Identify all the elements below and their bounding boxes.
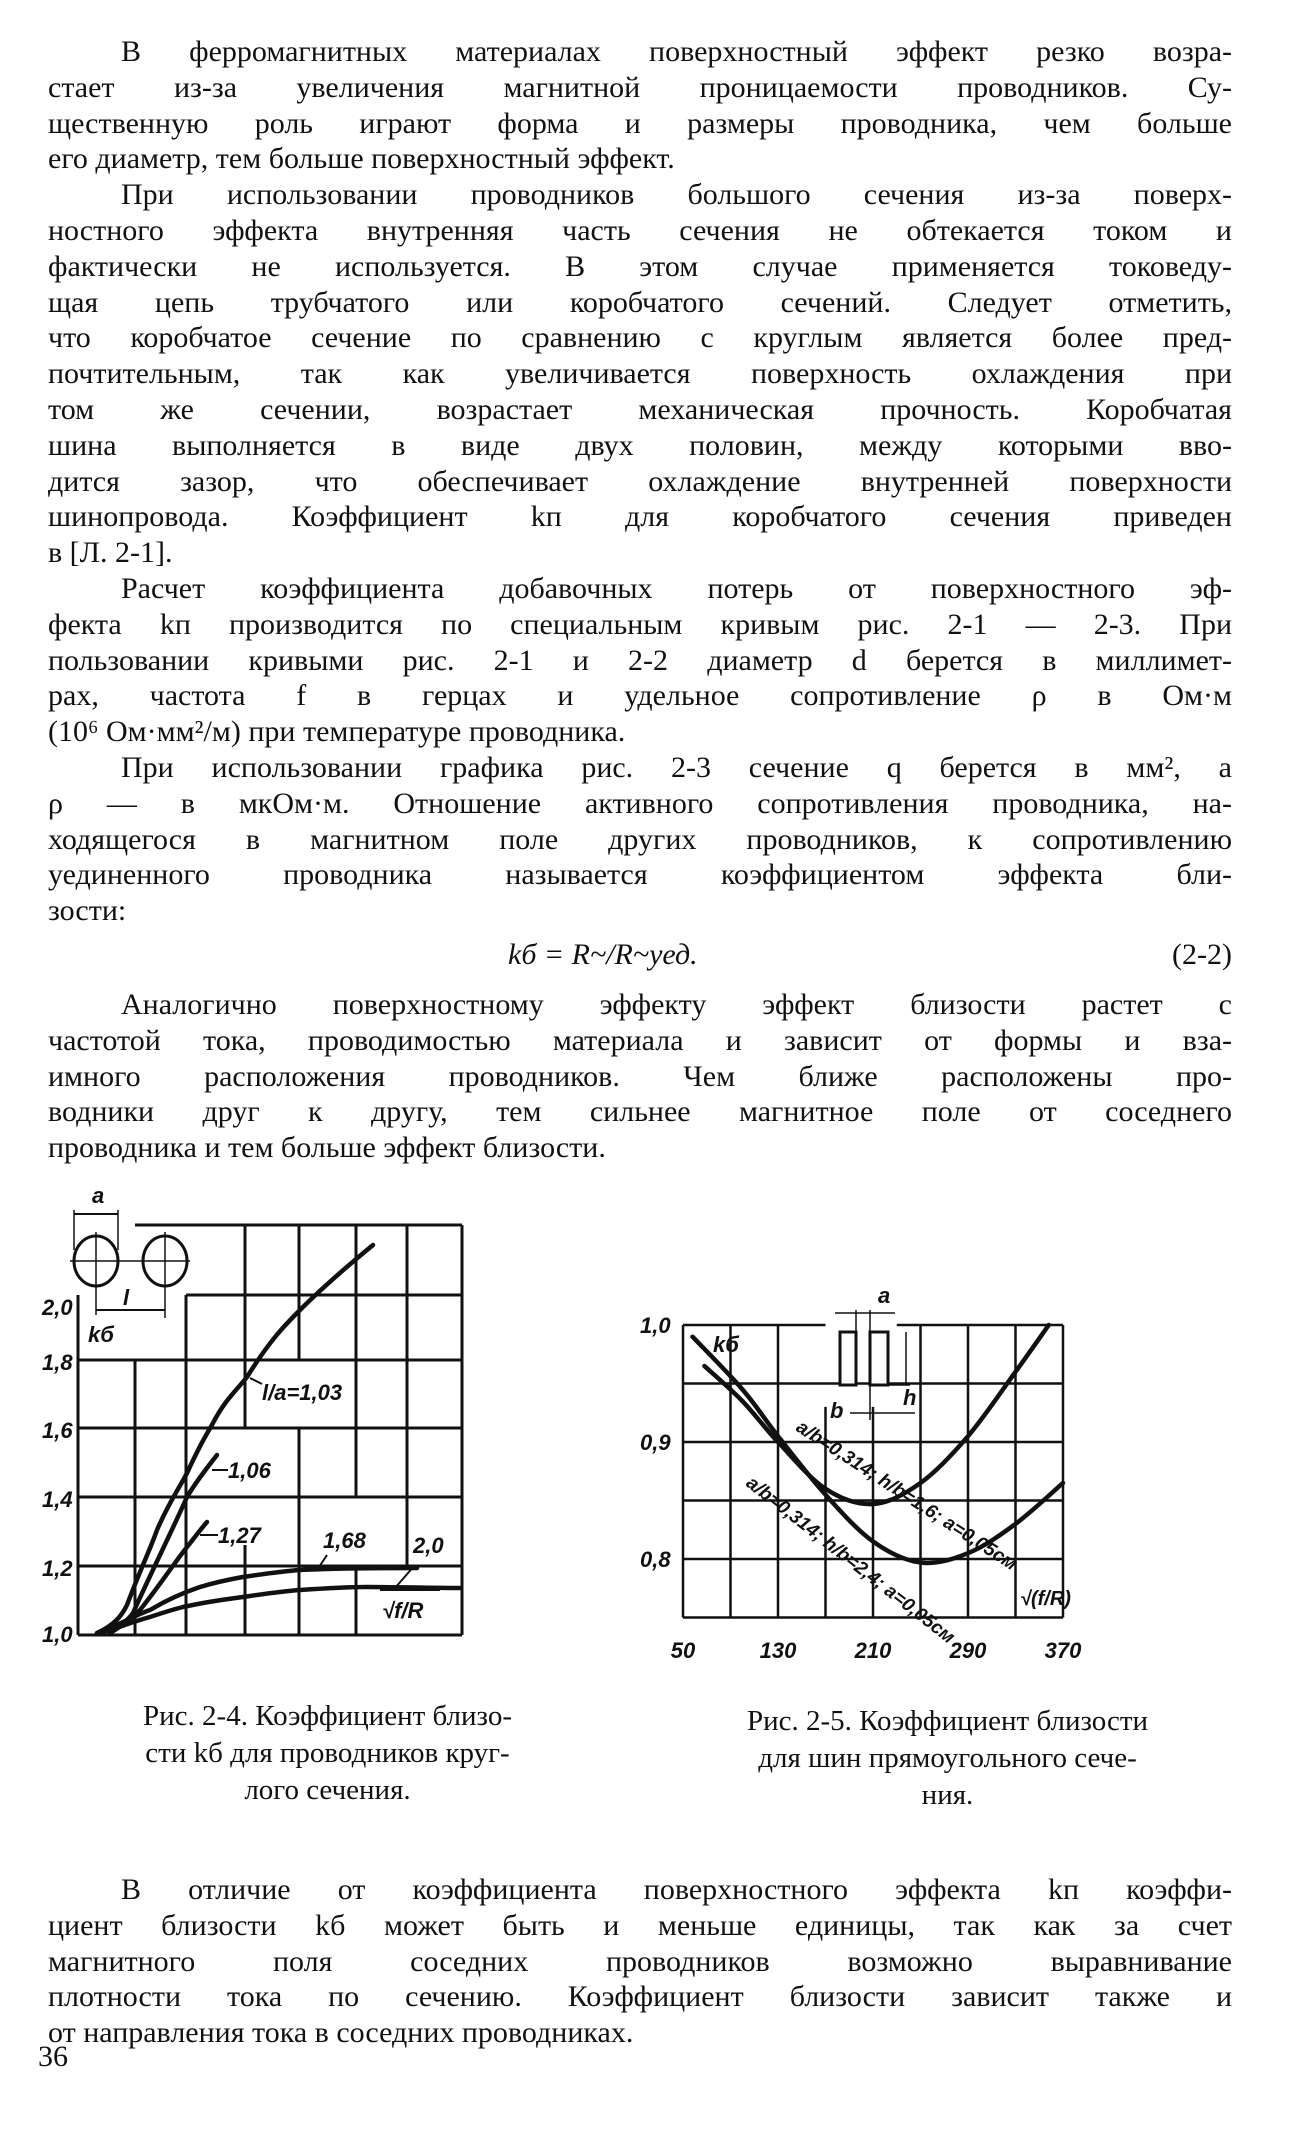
text-line: частотой тока, проводимостью материала и… bbox=[48, 1023, 1232, 1057]
fig25-dim-b: b bbox=[830, 1398, 843, 1423]
caption-line: Рис. 2-5. Коэффициент близости bbox=[746, 1705, 1149, 1737]
fig24-y-tick: 1,0 bbox=[42, 1622, 73, 1647]
fig24-y-tick: 1,4 bbox=[42, 1487, 73, 1512]
fig25-y-tick: 0,8 bbox=[640, 1547, 671, 1572]
fig24-curve-label: 1,06 bbox=[228, 1458, 272, 1483]
text-line: фактически не используется. В этом случа… bbox=[48, 249, 1232, 283]
fig25-dim-h: h bbox=[903, 1385, 916, 1410]
fig24-y-tick: 1,8 bbox=[42, 1350, 73, 1375]
caption-line: для шин прямоугольного сече- bbox=[758, 1742, 1137, 1774]
text-line: ностного эффекта внутренняя часть сечени… bbox=[48, 213, 1232, 247]
fig25-x-tick: 50 bbox=[671, 1638, 696, 1663]
page-number: 36 bbox=[38, 2040, 68, 2073]
text-line: его диаметр, тем больше поверхностный эф… bbox=[48, 142, 675, 176]
text-line: проводника и тем больше эффект близости. bbox=[48, 1131, 606, 1165]
curve-1-68 bbox=[94, 1565, 420, 1636]
fig24-conductors bbox=[70, 1210, 190, 1318]
formula-number: (2-2) bbox=[1172, 938, 1232, 971]
text-line: зости: bbox=[48, 894, 127, 928]
text-line: фекта kп производится по специальным кри… bbox=[48, 607, 1232, 641]
curve-1-03 bbox=[94, 1242, 376, 1636]
fig24-dim-a: a bbox=[92, 1183, 104, 1208]
fig25-series-2-line bbox=[690, 1334, 1066, 1566]
fig25-series-1-line bbox=[702, 1322, 1051, 1507]
figure-2-5 bbox=[681, 1310, 1066, 1619]
text-line: В ферромагнитных материалах поверхностны… bbox=[121, 35, 1232, 68]
fig25-x-tick: 290 bbox=[949, 1638, 987, 1663]
caption-line: Рис. 2-4. Коэффициент близо- bbox=[143, 1700, 512, 1732]
fig25-y-tick: 1,0 bbox=[640, 1313, 671, 1338]
caption-line: ния. bbox=[921, 1779, 974, 1811]
fig25-grid bbox=[681, 1323, 1065, 1619]
bus-left bbox=[838, 1330, 858, 1387]
fig24-y-tick: 2,0 bbox=[41, 1295, 73, 1320]
text-line: водники друг к другу, тем сильнее магнит… bbox=[48, 1095, 1232, 1129]
fig25-dim-a: a bbox=[878, 1283, 890, 1308]
caption-line: сти kб для проводников круг- bbox=[145, 1737, 510, 1769]
text-line: шина выполняется в виде двух половин, ме… bbox=[48, 428, 1232, 462]
text-block-bottom: В отличие от коэффициента поверхностного… bbox=[48, 1872, 1232, 2051]
text-line: В отличие от коэффициента поверхностного… bbox=[121, 1873, 1232, 1906]
fig25-x-tick: 210 bbox=[854, 1638, 892, 1663]
fig25-y-tick: 0,9 bbox=[640, 1430, 671, 1455]
fig24-labels: a l kб 2,0 1,8 1,6 1,4 1,2 1,0 l/a=1,03 … bbox=[41, 1183, 444, 1647]
text-line: от направления тока в соседних проводник… bbox=[48, 2016, 634, 2050]
fig24-curve-label: l/a=1,03 bbox=[262, 1380, 342, 1405]
fig24-y-tick: 1,2 bbox=[42, 1556, 73, 1581]
fig24-curve-label: 2,0 bbox=[412, 1533, 444, 1558]
text-line: магнитного поля соседних проводников воз… bbox=[48, 1944, 1232, 1978]
fig25-x-tick: 370 bbox=[1045, 1638, 1082, 1663]
curve-2-0 bbox=[97, 1584, 463, 1636]
formula-expression: kб = R~/R~уед. bbox=[508, 938, 698, 971]
fig24-curves bbox=[94, 1242, 463, 1636]
fig24-curve-label: 1,27 bbox=[218, 1523, 263, 1548]
text-line: плотности тока по сечению. Коэффициент б… bbox=[48, 1980, 1232, 2014]
fig24-dim-l: l bbox=[123, 1285, 130, 1310]
text-line: ходящегося в магнитном поле других прово… bbox=[48, 822, 1232, 856]
text-line: Расчет коэффициента добавочных потерь от… bbox=[121, 571, 1232, 605]
figure-2-4-caption: Рис. 2-4. Коэффициент близо- сти kб для … bbox=[55, 1698, 600, 1809]
figure-2-4 bbox=[70, 1210, 464, 1637]
formula-2-2: kб = R~/R~уед. (2-2) bbox=[48, 938, 1232, 978]
fig25-curves bbox=[690, 1322, 1066, 1566]
caption-line: лого сечения. bbox=[244, 1774, 411, 1806]
text-line: рах, частота f в герцах и удельное сопро… bbox=[48, 679, 1232, 713]
text-line: том же сечении, возрастает механическая … bbox=[48, 392, 1232, 426]
text-line: Аналогично поверхностному эффекту эффект… bbox=[121, 988, 1232, 1021]
fig24-y-label: kб bbox=[88, 1322, 115, 1347]
text-line: что коробчатое сечение по сравнению с кр… bbox=[48, 321, 1232, 355]
text-block-mid: Аналогично поверхностному эффекту эффект… bbox=[48, 987, 1232, 1166]
text-line: в [Л. 2-1]. bbox=[48, 536, 173, 570]
text-line: почтительным, так как увеличивается пове… bbox=[48, 357, 1232, 391]
fig25-x-label: √(f/R) bbox=[1020, 1588, 1071, 1610]
fig24-x-label: √f/R bbox=[382, 1598, 424, 1623]
fig25-bus-diagram bbox=[835, 1310, 915, 1420]
text-line: щественную роль играют форма и размеры п… bbox=[48, 106, 1232, 140]
text-line: (10⁶ Ом·мм²/м) при температуре проводник… bbox=[48, 715, 626, 749]
text-line: При использовании проводников большого с… bbox=[121, 178, 1232, 212]
text-line: уединенного проводника называется коэффи… bbox=[48, 858, 1232, 892]
text-line: пользовании кривыми рис. 2-1 и 2-2 диаме… bbox=[48, 643, 1232, 677]
text-line: циент близости kб может быть и меньше ед… bbox=[48, 1908, 1232, 1942]
text-line: имного расположения проводников. Чем бли… bbox=[48, 1059, 1232, 1093]
fig25-x-tick: 130 bbox=[760, 1638, 797, 1663]
text-block-top: В ферромагнитных материалах поверхностны… bbox=[48, 34, 1232, 929]
text-line: ρ — в мкОм·м. Отношение активного сопрот… bbox=[48, 786, 1232, 820]
fig24-grid bbox=[76, 1223, 464, 1637]
bus-right bbox=[868, 1330, 890, 1387]
fig24-y-tick: 1,6 bbox=[42, 1418, 73, 1443]
text-line: При использовании графика рис. 2-3 сечен… bbox=[121, 750, 1232, 784]
text-line: дится зазор, что обеспечивает охлаждение… bbox=[48, 464, 1232, 498]
text-line: стает из-за увеличения магнитной проница… bbox=[48, 70, 1232, 104]
text-line: шинопровода. Коэффициент kп для коробчат… bbox=[48, 500, 1232, 534]
text-line: щая цепь трубчатого или коробчатого сече… bbox=[48, 285, 1232, 319]
figure-2-5-caption: Рис. 2-5. Коэффициент близости для шин п… bbox=[660, 1703, 1235, 1814]
fig24-curve-label: 1,68 bbox=[323, 1528, 367, 1553]
fig25-y-label: kб bbox=[713, 1332, 740, 1357]
